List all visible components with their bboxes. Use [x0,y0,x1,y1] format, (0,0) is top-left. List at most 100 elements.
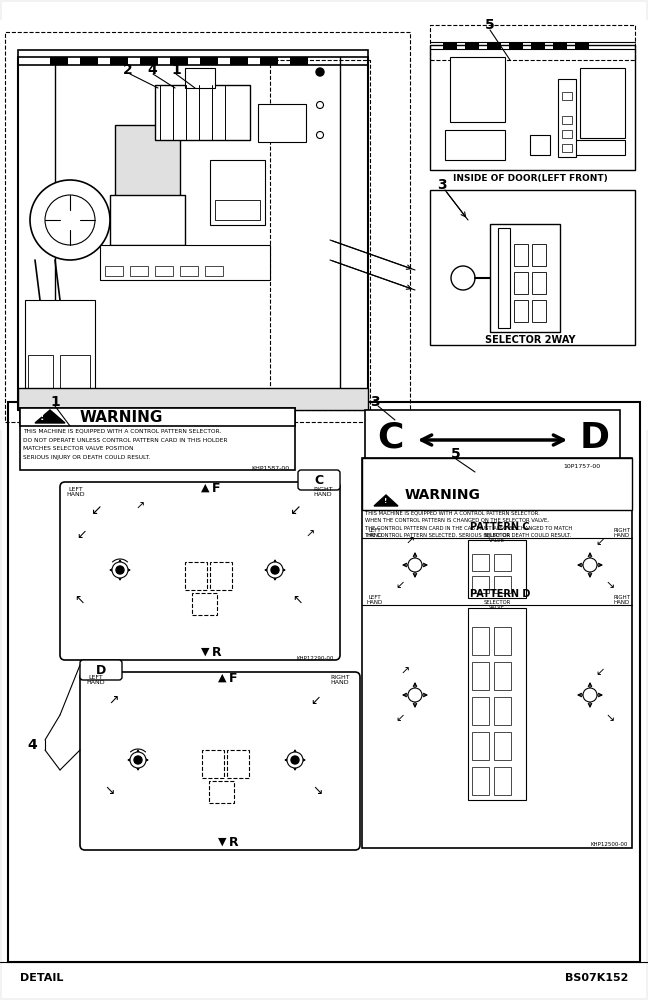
FancyBboxPatch shape [60,482,340,660]
Bar [260,57,278,65]
Text: KHP12290-00: KHP12290-00 [297,656,334,660]
Text: ▼: ▼ [218,837,226,847]
Text: D: D [580,421,610,455]
Polygon shape [35,410,65,423]
FancyBboxPatch shape [80,672,360,850]
Text: 4: 4 [27,738,37,752]
Text: C: C [377,421,403,455]
Bar [494,627,511,655]
Text: ↘: ↘ [605,580,615,590]
Bar [209,781,234,803]
Bar [140,57,158,65]
Bar [494,554,511,571]
Bar [170,57,188,65]
Text: PATTERN C: PATTERN C [470,522,530,532]
Circle shape [134,756,142,764]
Text: ↘: ↘ [605,713,615,723]
Bar [443,42,457,49]
Bar [362,458,632,848]
Text: 1: 1 [50,395,60,409]
Bar [110,57,128,65]
Text: SERIOUS INJURY OR DEATH COULD RESULT.: SERIOUS INJURY OR DEATH COULD RESULT. [23,456,150,460]
Circle shape [112,562,128,578]
Bar [185,68,215,88]
Text: ▼: ▼ [201,647,209,657]
Bar [210,562,232,590]
Bar [472,732,489,760]
Text: PATTERN D: PATTERN D [470,589,530,599]
Text: THIS MACHINE IS EQUIPPED WITH A CONTROL PATTERN SELECTOR.: THIS MACHINE IS EQUIPPED WITH A CONTROL … [365,510,540,516]
Text: INSIDE OF DOOR(LEFT FRONT): INSIDE OF DOOR(LEFT FRONT) [452,174,607,182]
Bar [0,20,648,430]
Bar [509,42,523,49]
Bar [205,266,223,276]
Text: MATCHES SELECTOR VALVE POSITION: MATCHES SELECTOR VALVE POSITION [23,446,133,452]
Text: ↙: ↙ [90,503,102,517]
Bar [532,272,546,294]
Bar [192,593,217,615]
Polygon shape [374,495,398,506]
Bar [472,767,489,795]
Text: 4: 4 [147,63,157,77]
Bar [580,68,625,138]
Text: SELECTOR
VALVE: SELECTOR VALVE [483,600,511,610]
Circle shape [267,562,283,578]
Circle shape [116,566,124,574]
Bar [362,458,632,510]
Text: R: R [212,646,222,658]
Text: ↙: ↙ [289,503,301,517]
Text: 2: 2 [123,63,133,77]
Bar [430,190,635,345]
FancyBboxPatch shape [298,470,340,490]
Text: RIGHT
HAND: RIGHT HAND [330,675,350,685]
Bar [472,554,489,571]
Bar [155,266,173,276]
Bar [8,402,640,962]
Circle shape [45,195,95,245]
Bar [100,245,270,280]
Text: !: ! [40,412,44,422]
Bar [18,388,368,410]
Bar [472,662,489,690]
Bar [227,750,249,778]
Bar [18,50,368,410]
Bar [155,85,250,140]
Bar [472,576,489,593]
Text: WHEN THE CONTROL PATTERN IS CHANGED ON THE SELECTOR VALVE,: WHEN THE CONTROL PATTERN IS CHANGED ON T… [365,518,549,523]
Text: THE CONTROL PATTERN SELECTED. SERIOUS INJURY OR DEATH COULD RESULT.: THE CONTROL PATTERN SELECTED. SERIOUS IN… [365,533,572,538]
Bar [20,408,295,426]
Bar [290,57,308,65]
Bar [532,300,546,322]
Bar [430,25,635,60]
Bar [365,410,620,470]
Bar [258,104,306,142]
Text: ↗: ↗ [400,667,410,677]
Text: 5: 5 [451,447,461,461]
Circle shape [287,752,303,768]
Bar [530,135,550,155]
Bar [562,116,572,124]
Text: ▲: ▲ [218,673,226,683]
Bar [472,697,489,725]
Bar [468,540,526,598]
Bar [28,355,53,395]
Bar [115,125,180,200]
Bar [494,576,511,593]
Bar [465,42,479,49]
Text: C: C [314,474,323,487]
Bar [450,57,505,122]
Bar [575,140,625,155]
Bar [445,130,505,160]
Circle shape [451,266,475,290]
Text: LEFT
HAND: LEFT HAND [367,595,383,605]
Text: ↙: ↙ [310,694,320,706]
Bar [5,32,410,422]
Bar [472,627,489,655]
Text: ↘: ↘ [105,784,115,796]
Bar [494,662,511,690]
Circle shape [130,752,146,768]
Text: ↗: ↗ [135,502,145,512]
Bar [60,355,90,395]
Bar [575,42,589,49]
Bar [562,92,572,100]
